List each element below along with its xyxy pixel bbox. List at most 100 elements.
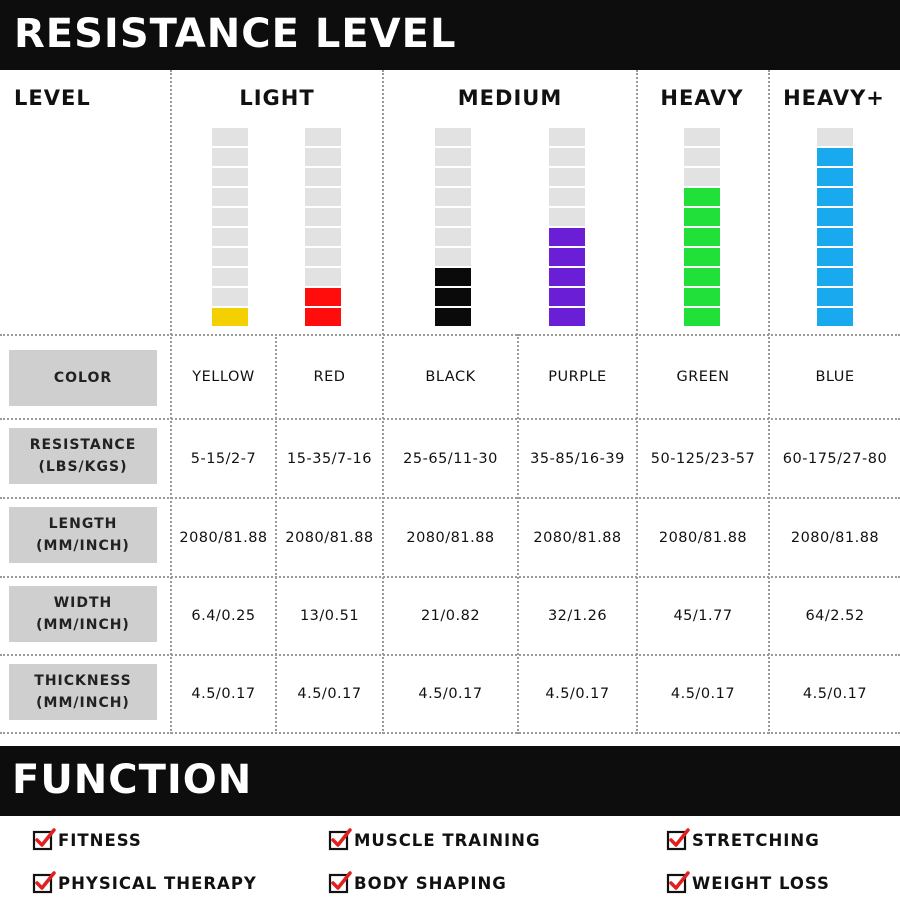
level-segment-empty: [305, 188, 341, 206]
row-label-text: THICKNESS: [34, 673, 132, 689]
row-label-unit: (MM/INCH): [36, 538, 130, 554]
grid-divider: [0, 576, 900, 578]
level-segment-empty: [549, 128, 585, 146]
group-header-medium: MEDIUM: [457, 86, 563, 110]
function-item-label: PHYSICAL THERAPY: [58, 873, 257, 893]
function-item: STRETCHING: [666, 828, 820, 852]
level-segment-filled: [817, 228, 853, 246]
level-segment-filled: [305, 288, 341, 306]
row-label-color: COLOR: [9, 350, 157, 406]
row-label-text: LENGTH: [48, 516, 118, 532]
level-segment-filled: [549, 288, 585, 306]
level-segment-filled: [549, 268, 585, 286]
page-title: RESISTANCE LEVEL: [14, 11, 457, 57]
function-item: WEIGHT LOSS: [666, 871, 830, 895]
cell-resistance: 5-15/2-7: [190, 450, 257, 467]
level-segment-empty: [305, 268, 341, 286]
row-label-text: WIDTH: [53, 595, 113, 611]
level-bar-red: [305, 128, 341, 326]
row-label-unit: (LBS/KGS): [38, 459, 128, 475]
level-segment-empty: [435, 128, 471, 146]
function-item-label: BODY SHAPING: [354, 873, 507, 893]
check-box-icon: [328, 871, 352, 894]
level-segment-filled: [435, 288, 471, 306]
cell-length: 2080/81.88: [285, 529, 374, 546]
cell-color: GREEN: [676, 369, 730, 385]
level-segment-empty: [212, 268, 248, 286]
level-segment-filled: [684, 308, 720, 326]
function-item: BODY SHAPING: [328, 871, 507, 895]
check-box-icon: [666, 871, 690, 894]
cell-resistance: 15-35/7-16: [287, 450, 372, 467]
cell-length: 2080/81.88: [658, 529, 748, 546]
level-bar-green: [684, 128, 720, 326]
level-segment-filled: [549, 228, 585, 246]
row-label-unit: (MM/INCH): [36, 617, 130, 633]
level-segment-empty: [305, 248, 341, 266]
level-segment-filled: [684, 228, 720, 246]
cell-width: 6.4/0.25: [191, 608, 256, 624]
level-segment-empty: [212, 208, 248, 226]
cell-length: 2080/81.88: [533, 529, 622, 546]
level-segment-filled: [435, 268, 471, 286]
level-segment-empty: [435, 208, 471, 226]
function-item-label: STRETCHING: [692, 830, 820, 850]
level-segment-filled: [817, 188, 853, 206]
level-segment-empty: [435, 168, 471, 186]
check-box-icon: [666, 828, 690, 851]
function-item-label: MUSCLE TRAINING: [354, 830, 541, 850]
level-segment-filled: [435, 308, 471, 326]
level-bar-purple: [549, 128, 585, 326]
level-segment-filled: [212, 308, 248, 326]
row-label-text: RESISTANCE: [29, 437, 137, 453]
level-segment-empty: [549, 208, 585, 226]
level-segment-empty: [684, 168, 720, 186]
cell-color: BLACK: [425, 369, 476, 385]
level-segment-filled: [817, 168, 853, 186]
level-segment-empty: [305, 168, 341, 186]
cell-length: 2080/81.88: [179, 529, 268, 546]
level-segment-empty: [212, 288, 248, 306]
level-segment-empty: [817, 128, 853, 146]
cell-resistance: 25-65/11-30: [403, 450, 498, 467]
cell-width: 13/0.51: [299, 608, 360, 624]
cell-resistance: 60-175/27-80: [782, 450, 888, 467]
function-item: PHYSICAL THERAPY: [32, 871, 257, 895]
row-label-thickness: THICKNESS (MM/INCH): [9, 664, 157, 720]
cell-thickness: 4.5/0.17: [802, 686, 868, 702]
function-item: FITNESS: [32, 828, 142, 852]
level-segment-empty: [305, 148, 341, 166]
level-segment-filled: [684, 248, 720, 266]
level-segment-empty: [212, 128, 248, 146]
level-segment-filled: [817, 268, 853, 286]
level-segment-empty: [684, 148, 720, 166]
cell-thickness: 4.5/0.17: [191, 686, 256, 702]
cell-color: BLUE: [815, 369, 855, 385]
row-label-width: WIDTH (MM/INCH): [9, 586, 157, 642]
cell-resistance: 35-85/16-39: [530, 450, 625, 467]
function-title: FUNCTION: [12, 757, 253, 803]
cell-color: PURPLE: [548, 369, 607, 385]
level-segment-filled: [549, 308, 585, 326]
level-segment-filled: [684, 188, 720, 206]
check-box-icon: [32, 828, 56, 851]
grid-divider: [170, 70, 172, 734]
level-segment-empty: [305, 128, 341, 146]
level-segment-empty: [305, 228, 341, 246]
level-segment-empty: [435, 188, 471, 206]
level-segment-empty: [212, 148, 248, 166]
grid-divider: [768, 70, 770, 734]
level-segment-filled: [817, 208, 853, 226]
level-segment-filled: [684, 208, 720, 226]
function-item-label: FITNESS: [58, 830, 142, 850]
title-banner: RESISTANCE LEVEL: [0, 0, 900, 70]
level-segment-empty: [549, 188, 585, 206]
grid-divider: [0, 497, 900, 499]
group-header-heavyplus: HEAVY+: [783, 86, 885, 110]
level-segment-empty: [212, 168, 248, 186]
grid-divider: [0, 334, 900, 336]
cell-resistance: 50-125/23-57: [650, 450, 756, 467]
row-label-unit: (MM/INCH): [36, 695, 130, 711]
level-header: LEVEL: [14, 86, 91, 110]
level-segment-filled: [817, 288, 853, 306]
